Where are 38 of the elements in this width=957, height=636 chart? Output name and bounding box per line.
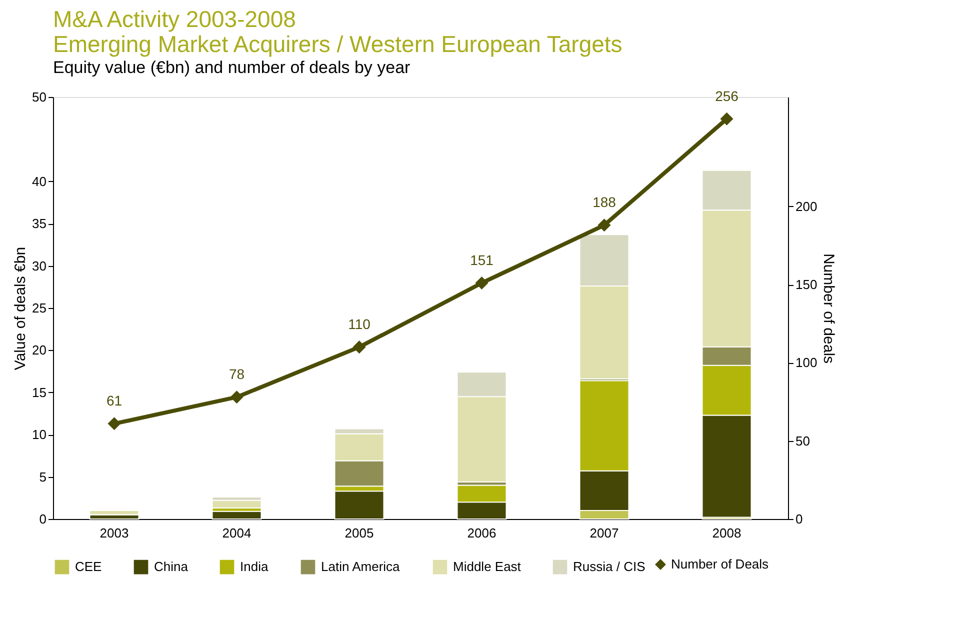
y2-tick-label: 200 xyxy=(796,198,818,214)
data-label: 110 xyxy=(348,316,371,332)
y-tick-label: 15 xyxy=(32,384,46,400)
chart-title: M&A Activity 2003-2008 Emerging Market Acquirers / Western European Targets xyxy=(53,6,622,57)
legend-label: Russia / CIS xyxy=(573,559,646,574)
data-label: 61 xyxy=(106,392,122,409)
y-tick-label: 35 xyxy=(32,216,46,232)
data-label: 78 xyxy=(228,366,245,382)
y2-tick-label: 150 xyxy=(796,277,818,292)
legend-label: China xyxy=(154,559,189,574)
y-tick-label: 30 xyxy=(32,258,46,274)
y-tick-label: 40 xyxy=(32,174,46,189)
data-label: 151 xyxy=(470,252,494,268)
y-tick-label: 0 xyxy=(39,512,46,526)
y2-axis-title: Number of deals xyxy=(820,253,838,364)
x-tick-label: 2003 xyxy=(100,526,129,540)
chart-subtitle: Equity value (€bn) and number of deals by year xyxy=(53,58,411,77)
x-tick-label: 2004 xyxy=(222,526,252,540)
legend-label: India xyxy=(240,559,269,574)
legend-label: Middle East xyxy=(453,559,522,574)
legend-label: CEE xyxy=(75,559,102,574)
y2-tick-label: 50 xyxy=(796,433,810,448)
data-label: 256 xyxy=(715,88,739,104)
x-tick-label: 2005 xyxy=(344,526,374,540)
x-tick-label: 2006 xyxy=(467,526,496,540)
y2-tick-label: 100 xyxy=(796,355,818,370)
y-tick-label: 20 xyxy=(32,342,46,358)
y-axis-title: Value of deals €bn xyxy=(12,246,30,370)
y-tick-label: 25 xyxy=(32,300,46,316)
y2-tick-label: 0 xyxy=(796,512,803,526)
x-tick-label: 2007 xyxy=(590,526,619,540)
y-tick-label: 50 xyxy=(32,90,46,104)
x-tick-label: 2008 xyxy=(712,526,742,540)
data-label: 188 xyxy=(592,194,616,210)
y-tick-label: 5 xyxy=(39,469,46,484)
y-tick-label: 10 xyxy=(32,427,46,442)
legend-label: Latin America xyxy=(321,559,401,574)
legend-label: Number of Deals xyxy=(671,556,770,572)
